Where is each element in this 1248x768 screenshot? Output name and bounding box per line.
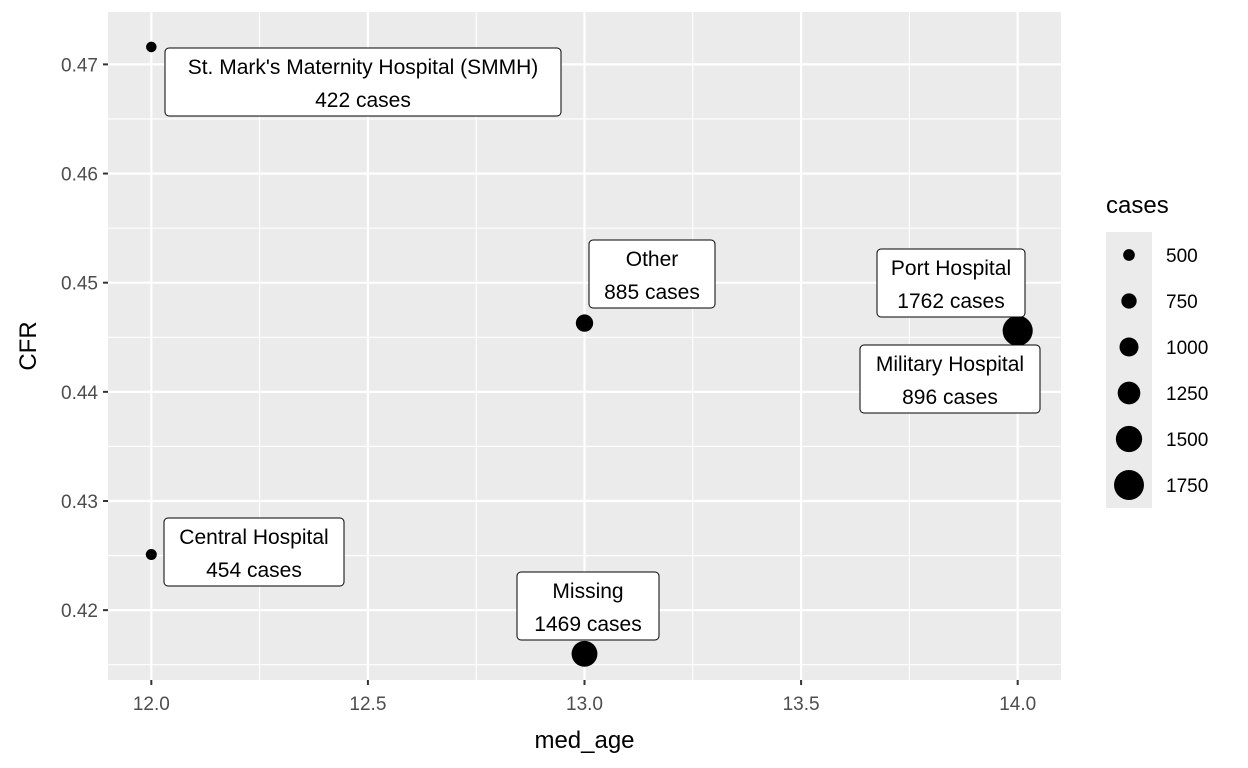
point-label: Missing 1469 cases xyxy=(516,571,660,641)
x-tick-label: 12.0 xyxy=(133,694,170,715)
point-label-name: Other xyxy=(626,248,679,271)
legend-key-circle xyxy=(1119,337,1139,357)
y-tick-label: 0.42 xyxy=(61,601,98,622)
point-label-name: Central Hospital xyxy=(179,526,328,549)
data-point xyxy=(571,640,598,667)
legend-key-circle xyxy=(1114,470,1144,500)
point-label-box xyxy=(516,571,660,641)
legend-key-label: 1000 xyxy=(1166,338,1208,359)
x-axis-title: med_age xyxy=(534,727,634,754)
data-point xyxy=(575,314,594,332)
point-label-name: St. Mark's Maternity Hospital (SMMH) xyxy=(188,56,539,79)
legend-key-label: 1750 xyxy=(1166,476,1208,497)
legend-key-circle xyxy=(1117,381,1141,405)
legend-key-background xyxy=(1106,232,1152,508)
legend-key-label: 750 xyxy=(1166,292,1198,313)
x-tick-label: 13.5 xyxy=(783,694,820,715)
y-tick-label: 0.43 xyxy=(61,492,98,513)
point-labels: St. Mark's Maternity Hospital (SMMH) 422 … xyxy=(163,47,1041,641)
legend-key-label: 500 xyxy=(1166,246,1198,267)
point-label-cases: 422 cases xyxy=(315,89,411,112)
legend-key-label: 1500 xyxy=(1166,430,1208,451)
point-label-box xyxy=(163,517,345,587)
point-label-box xyxy=(588,239,716,309)
y-axis-title: CFR xyxy=(15,321,42,370)
point-label-cases: 885 cases xyxy=(604,281,700,304)
y-tick-label: 0.44 xyxy=(61,383,98,404)
legend-key-circle xyxy=(1121,293,1137,309)
point-label-box xyxy=(859,344,1041,414)
x-tick-label: 13.0 xyxy=(566,694,603,715)
data-point xyxy=(146,41,157,53)
legend: cases 500 750 1000 1250 1500 1750 xyxy=(1106,192,1208,508)
data-point xyxy=(1008,321,1027,340)
point-label: St. Mark's Maternity Hospital (SMMH) 422 … xyxy=(164,47,562,117)
y-tick-label: 0.45 xyxy=(61,274,98,295)
x-tick-label: 14.0 xyxy=(999,694,1036,715)
data-point xyxy=(145,548,157,560)
point-label-name: Missing xyxy=(552,580,623,603)
x-axis: 12.0 12.5 13.0 13.5 14.0 xyxy=(133,680,1036,715)
point-label-box xyxy=(164,47,562,117)
legend-key-circle xyxy=(1115,425,1143,453)
point-label-cases: 454 cases xyxy=(206,559,302,582)
y-tick-label: 0.47 xyxy=(61,55,98,76)
point-label-name: Port Hospital xyxy=(891,257,1011,280)
point-label: Central Hospital 454 cases xyxy=(163,517,345,587)
x-tick-label: 12.5 xyxy=(349,694,386,715)
legend-title: cases xyxy=(1106,192,1169,219)
legend-keys: 500 750 1000 1250 1500 1750 xyxy=(1114,246,1208,500)
data-points xyxy=(145,41,1033,667)
point-label-box xyxy=(876,248,1026,318)
y-tick-label: 0.46 xyxy=(61,165,98,186)
y-axis: 0.42 0.43 0.44 0.45 0.46 0.47 xyxy=(61,55,108,622)
point-label-cases: 896 cases xyxy=(902,386,998,409)
point-label-cases: 1762 cases xyxy=(897,290,1004,313)
point-label: Port Hospital 1762 cases xyxy=(876,248,1026,318)
point-label-cases: 1469 cases xyxy=(534,613,641,636)
point-label: Other 885 cases xyxy=(588,239,716,309)
point-label-name: Military Hospital xyxy=(876,353,1024,376)
legend-key-circle xyxy=(1123,249,1135,261)
point-label: Military Hospital 896 cases xyxy=(859,344,1041,414)
legend-key-label: 1250 xyxy=(1166,384,1208,405)
